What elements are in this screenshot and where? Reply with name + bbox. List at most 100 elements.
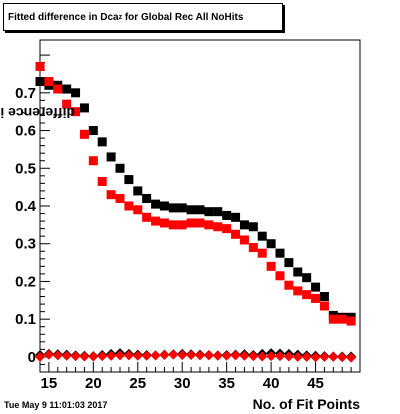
data-point-series-1 [311, 293, 321, 303]
data-point-series-1 [186, 218, 196, 228]
data-point-series-3 [61, 350, 72, 361]
data-point-series-1 [71, 107, 81, 117]
data-point-series-3 [52, 350, 63, 361]
data-point-series-1 [88, 156, 98, 166]
data-point-series-0 [133, 186, 143, 196]
data-point-series-1 [177, 220, 187, 230]
data-point-series-0 [222, 210, 232, 220]
data-point-series-3 [346, 352, 357, 363]
data-point-series-3 [43, 349, 54, 360]
data-point-series-3 [115, 350, 125, 361]
data-point-series-3 [141, 350, 152, 361]
data-point-series-3 [203, 350, 214, 361]
x-tick-label: 40 [263, 375, 280, 392]
data-point-series-1 [168, 220, 178, 230]
data-point-series-0 [88, 126, 98, 136]
data-point-series-1 [248, 243, 258, 252]
y-tick-label: 0.3 [15, 236, 36, 253]
data-point-series-0 [151, 199, 161, 209]
data-point-series-1 [133, 205, 143, 215]
data-point-series-1 [53, 84, 63, 94]
data-point-series-1 [62, 99, 72, 109]
data-point-series-3 [150, 350, 161, 361]
data-point-series-1 [293, 286, 303, 296]
x-tick-label: 35 [218, 375, 235, 392]
data-point-series-3 [195, 350, 205, 361]
x-tick-label: 45 [307, 375, 324, 392]
chart-title-main: Fitted difference in Dca [8, 11, 119, 23]
data-point-series-1 [302, 290, 312, 300]
data-point-series-0 [79, 103, 89, 113]
data-point-series-3 [79, 351, 90, 362]
y-tick-label: 0.1 [15, 311, 36, 328]
y-tick-label: 0.6 [15, 123, 36, 140]
data-point-series-0 [266, 239, 276, 249]
data-point-series-3 [212, 350, 223, 361]
y-tick-label: 0.2 [15, 273, 36, 290]
data-point-series-3 [239, 350, 250, 361]
data-point-series-1 [319, 301, 329, 311]
data-point-series-1 [124, 201, 134, 211]
timestamp: Tue May 9 11:01:03 2017 [4, 400, 108, 410]
chart-title-subscript: z [118, 13, 123, 21]
x-tick-label: 30 [174, 375, 191, 392]
data-point-series-1 [213, 222, 223, 232]
chart-title-suffix: for Global Rec All NoHits [122, 11, 244, 23]
data-point-series-0 [177, 203, 187, 213]
data-point-series-3 [275, 351, 285, 362]
data-point-series-1 [97, 176, 107, 186]
y-axis-label-text: difference in Dca [0, 104, 76, 121]
data-point-series-3 [168, 349, 179, 360]
data-point-series-0 [248, 222, 258, 232]
data-point-series-3 [70, 351, 81, 362]
data-point-series-1 [346, 316, 356, 326]
data-point-series-3 [292, 351, 303, 362]
data-point-series-3 [159, 350, 170, 361]
data-point-series-0 [168, 203, 178, 213]
data-point-series-1 [337, 314, 347, 324]
data-point-series-0 [319, 292, 329, 302]
data-point-series-1 [79, 129, 89, 139]
data-point-series-1 [195, 218, 205, 228]
data-point-series-0 [231, 212, 241, 222]
data-point-series-0 [159, 201, 169, 211]
data-point-series-3 [230, 350, 241, 361]
data-point-series-1 [151, 216, 161, 226]
data-point-series-0 [213, 207, 223, 217]
data-point-series-0 [106, 152, 116, 162]
data-point-series-0 [284, 258, 294, 268]
data-point-series-3 [257, 351, 268, 362]
data-point-series-3 [328, 351, 339, 362]
data-point-series-1 [328, 314, 338, 324]
data-point-series-1 [257, 248, 267, 258]
data-point-series-3 [221, 350, 232, 361]
data-point-series-3 [177, 350, 188, 361]
data-point-series-3 [97, 351, 108, 362]
data-point-series-0 [142, 193, 152, 203]
y-tick-label: 0.7 [15, 85, 36, 102]
data-point-series-0 [62, 84, 72, 94]
data-point-series-0 [239, 220, 249, 230]
data-point-series-3 [186, 350, 197, 361]
data-point-series-3 [266, 351, 277, 362]
data-point-series-0 [204, 207, 214, 217]
chart-title: Fitted difference in Dca z for Global Rec… [3, 3, 283, 31]
y-tick-label: 0.5 [15, 160, 36, 177]
data-point-series-1 [222, 224, 232, 234]
data-point-series-0 [311, 282, 321, 292]
data-point-series-3 [35, 351, 45, 362]
data-point-series-0 [275, 248, 285, 258]
data-point-series-3 [132, 350, 143, 361]
data-point-series-0 [124, 175, 134, 185]
data-point-series-1 [239, 235, 249, 245]
data-point-series-3 [88, 351, 99, 362]
data-point-series-0 [257, 231, 267, 241]
data-point-series-1 [275, 271, 285, 281]
data-point-series-1 [284, 280, 294, 290]
x-tick-label: 15 [41, 375, 58, 392]
data-point-series-1 [106, 190, 116, 200]
data-point-series-3 [123, 350, 134, 361]
data-point-series-3 [337, 352, 348, 363]
